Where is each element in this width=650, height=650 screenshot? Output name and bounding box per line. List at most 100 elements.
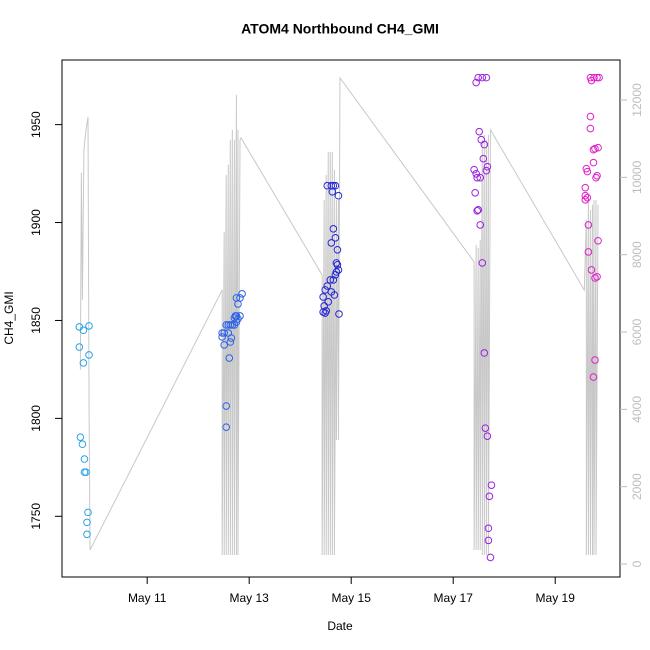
data-point [483,432,492,440]
data-point [593,272,601,281]
data-point [220,341,228,349]
data-point [231,312,240,320]
data-point [333,245,342,254]
data-point [594,143,602,152]
data-point [75,343,84,351]
data-point [476,173,485,182]
chart-title: ATOM4 Northbound CH4_GMI [241,21,439,37]
y2-tick-label: 2000 [630,473,644,500]
data-point [484,536,493,545]
data-point [324,298,333,306]
data-point [321,309,329,317]
data-point [472,169,480,178]
y-tick-label: 1850 [29,307,43,334]
data-point [319,293,327,301]
data-point [238,290,246,298]
data-point [78,440,87,449]
data-point [472,78,480,87]
data-point [586,124,595,133]
data-point [482,73,491,82]
data-point [222,402,231,410]
data-point [583,193,592,202]
data-point [470,165,478,174]
data-point [234,300,242,308]
data-point [589,158,598,167]
data-point [328,187,337,196]
data-point [480,140,489,149]
y2-tick-label: 6000 [630,318,644,345]
data-point [591,144,599,153]
data-point [477,135,486,144]
data-point [79,326,88,335]
data-point [584,248,593,256]
y-tick-label: 1950 [29,111,43,138]
data-point [473,173,481,182]
data-point [589,373,598,381]
data-point [334,191,343,200]
data-point [595,73,603,82]
data-point [331,234,340,242]
data-point [82,468,90,477]
data-point [481,424,490,432]
data-point [329,276,338,284]
y-tick-label: 1800 [29,405,43,432]
data-point [220,329,228,337]
data-point [591,274,599,282]
data-point [85,322,93,330]
data-point [583,167,592,176]
x-tick-label: May 17 [434,591,474,605]
data-point [225,354,234,362]
y-tick-label: 1900 [29,209,43,236]
data-point [76,433,85,441]
data-point [332,268,341,276]
data-point [486,553,495,562]
data-point [80,455,89,463]
data-point [218,333,226,341]
data-point [581,191,590,200]
x-axis-label: Date [327,619,353,633]
data-point [83,518,91,527]
data-point [586,112,595,121]
data-point [226,321,235,329]
data-point [226,338,235,346]
y2-tick-label: 8000 [630,241,644,268]
data-point [475,127,484,136]
data-point [330,291,339,299]
altitude-line [79,76,599,556]
x-tick-label: May 19 [536,591,576,605]
data-point [487,481,496,489]
data-point [85,351,93,359]
data-point [335,310,343,318]
data-point [79,359,88,367]
data-point [84,508,92,517]
data-point [327,239,336,247]
x-tick-label: May 11 [128,591,167,605]
y2-tick-label: 10000 [630,160,644,194]
data-point [581,183,590,192]
data-point [485,492,494,501]
data-point [479,154,488,163]
data-point [589,145,598,154]
data-point [474,206,483,214]
data-point [83,530,91,539]
data-point [222,423,231,431]
data-point [587,76,596,85]
data-point [80,468,89,477]
data-point [474,73,483,82]
x-tick-label: May 13 [230,591,270,605]
data-point [478,259,487,267]
data-point [323,282,332,290]
x-tick-label: May 15 [332,591,372,605]
data-point [331,181,340,190]
data-point [473,206,481,215]
data-point [480,349,489,357]
data-point [581,196,590,204]
data-point [584,221,593,229]
data-point [484,524,493,533]
y2-tick-label: 12000 [630,83,644,117]
data-point [482,166,491,175]
data-point [594,236,602,245]
y2-tick-label: 0 [630,560,644,567]
data-point [471,188,479,197]
